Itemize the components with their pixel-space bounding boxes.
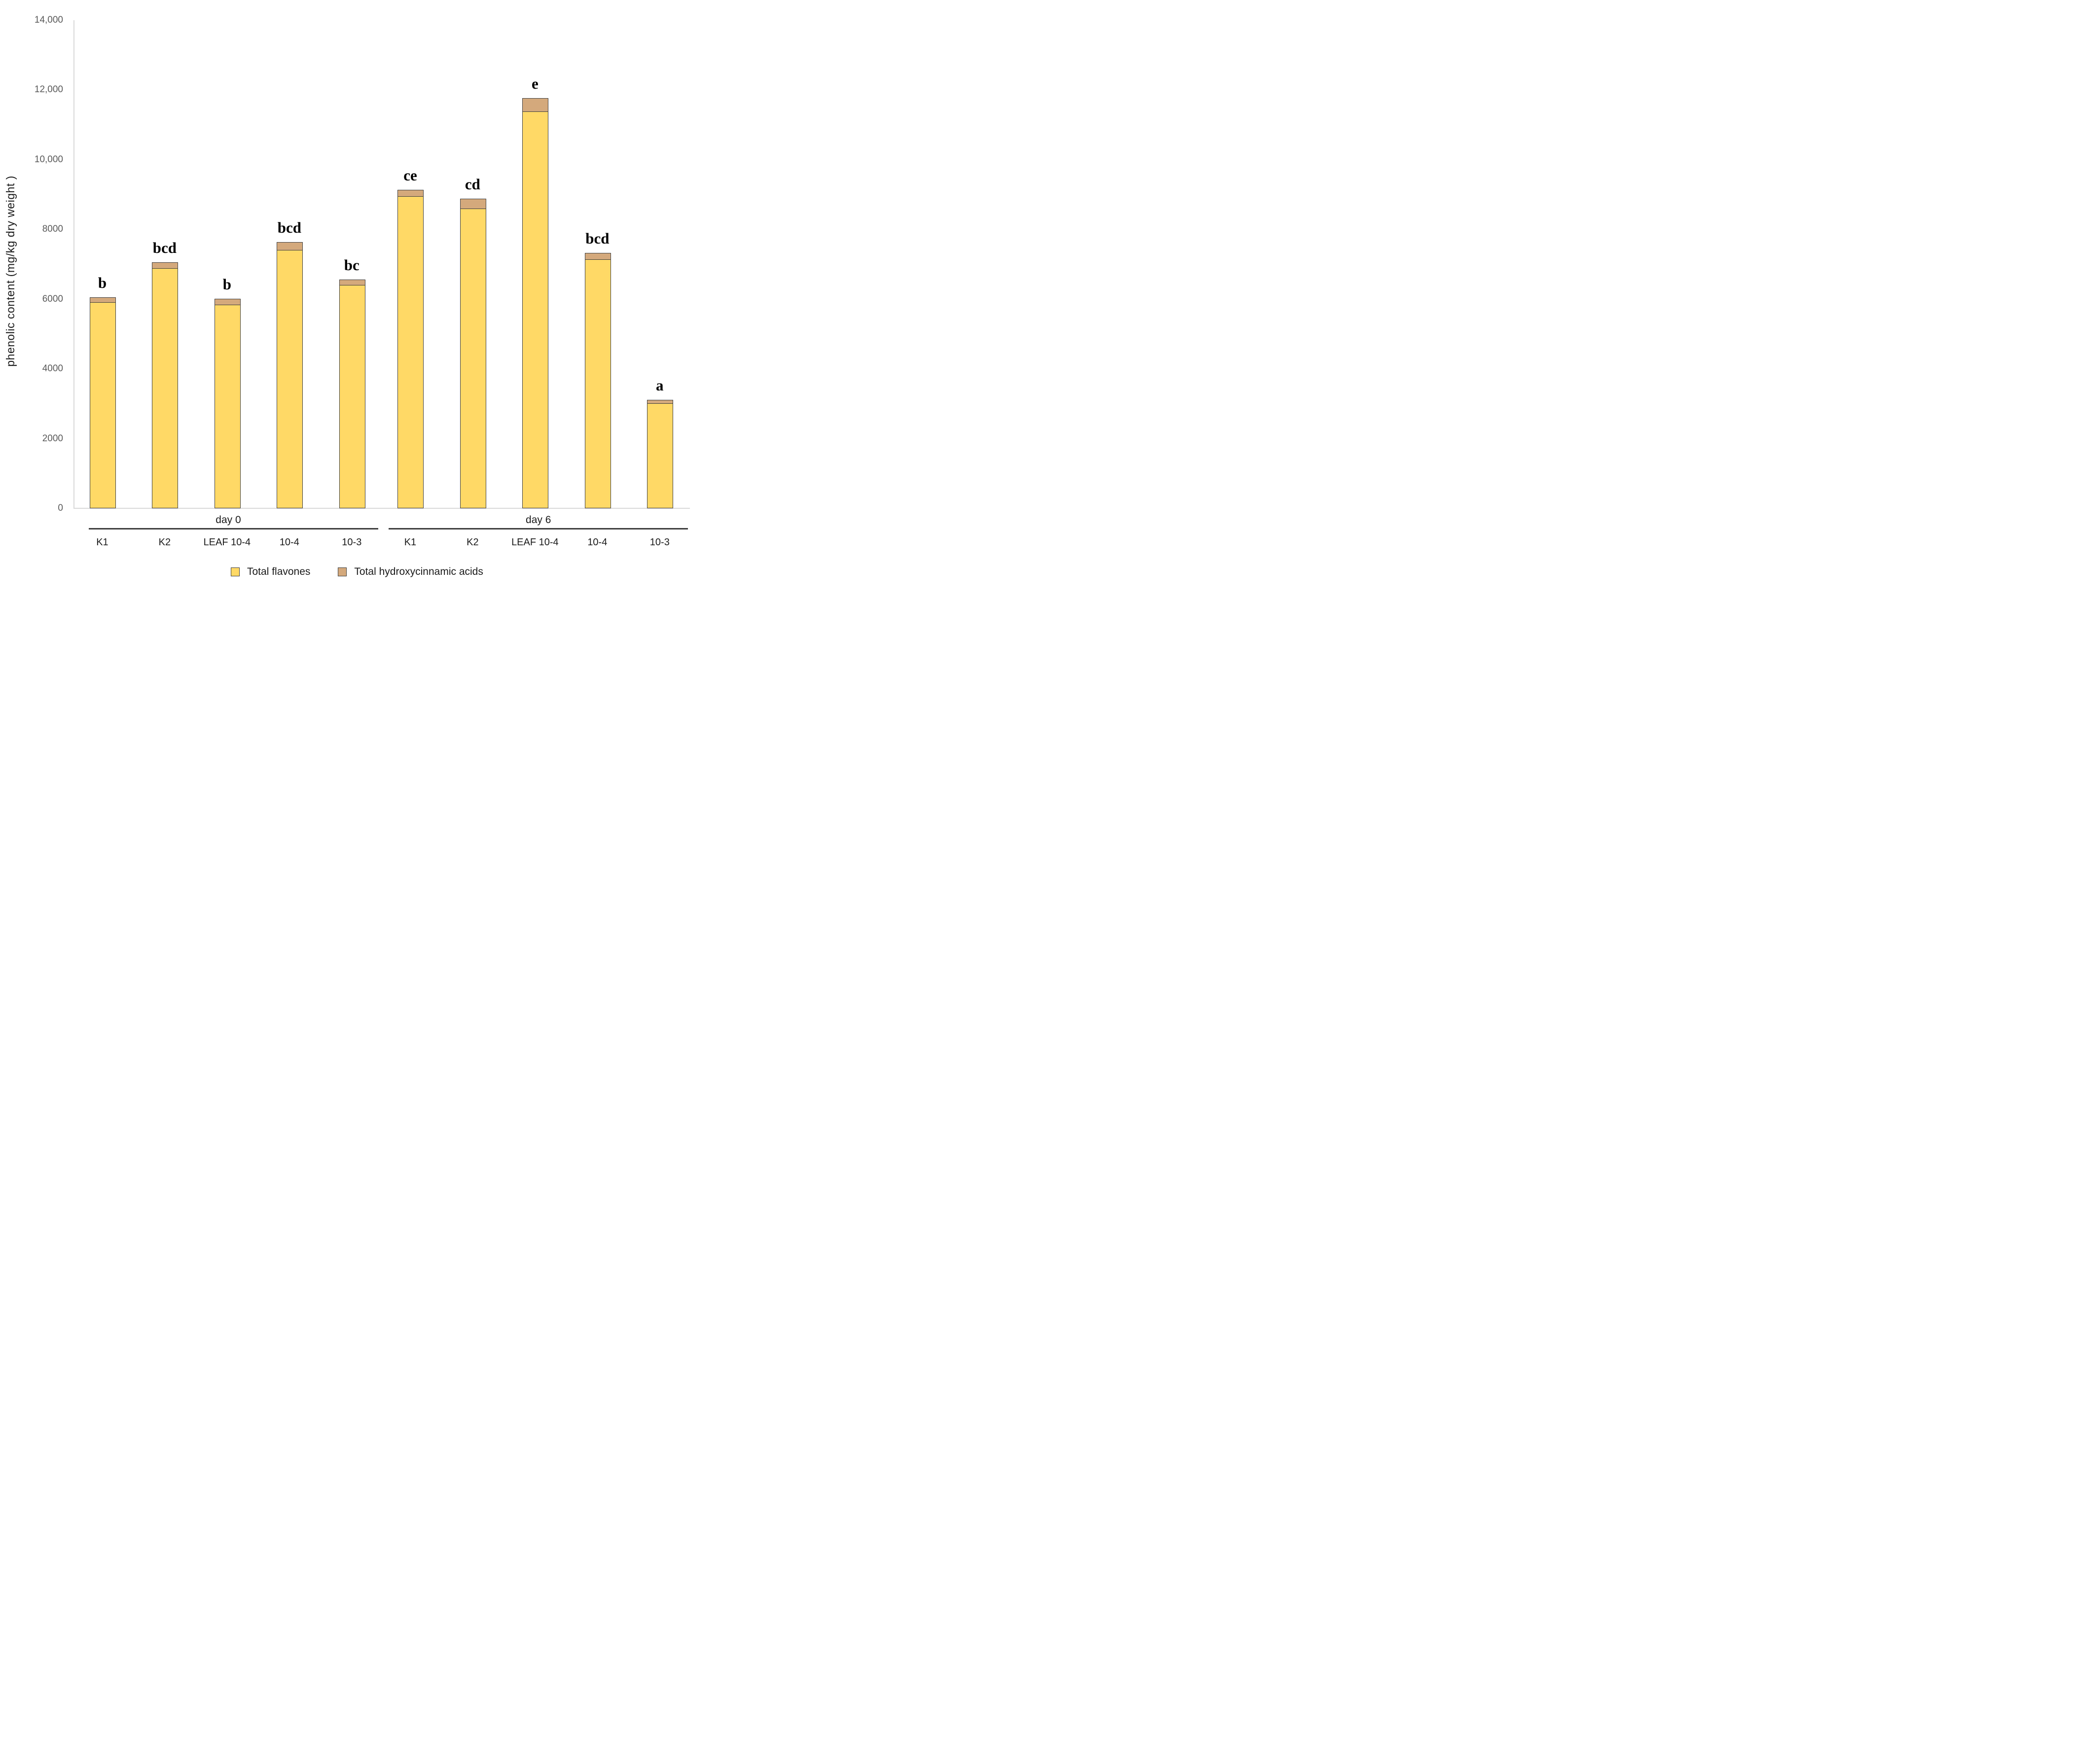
group-label: day 6	[526, 514, 551, 526]
bar	[522, 98, 549, 508]
y-tick-label: 14,000	[34, 15, 63, 25]
bar	[277, 242, 303, 508]
legend-label-flavones: Total flavones	[247, 566, 311, 577]
category-label: K1	[96, 537, 108, 548]
significance-letter: bcd	[152, 239, 177, 257]
legend-item-flavones: Total flavones	[231, 566, 310, 578]
y-axis-line	[73, 20, 74, 509]
category-label: K2	[467, 537, 479, 548]
legend-item-hca: Total hydroxycinnamic acids	[338, 566, 483, 578]
significance-letter: bcd	[277, 219, 301, 237]
y-tick-label: 10,000	[34, 154, 63, 165]
bar-hca-segment	[397, 189, 424, 197]
bar-hca-segment	[584, 252, 611, 260]
bar	[584, 252, 611, 508]
y-axis-title: phenolic content (mg/kg dry weight )	[4, 176, 17, 367]
y-tick-label: 0	[58, 503, 63, 513]
category-label: 10-3	[342, 537, 362, 548]
bar-flavones-segment	[214, 305, 241, 508]
legend-swatch-hca-icon	[338, 567, 347, 576]
y-tick-label: 4000	[42, 363, 63, 374]
category-label: LEAF 10-4	[203, 537, 251, 548]
bar	[647, 400, 674, 508]
bar-flavones-segment	[522, 111, 549, 508]
bar	[214, 299, 241, 508]
bar-flavones-segment	[584, 259, 611, 508]
bar-flavones-segment	[89, 303, 116, 508]
significance-letter: ce	[403, 166, 417, 184]
group-label: day 0	[216, 514, 241, 526]
category-label: 10-3	[649, 537, 670, 548]
bar	[397, 189, 424, 508]
bar	[460, 199, 486, 508]
bar-flavones-segment	[339, 285, 365, 508]
bar	[152, 262, 179, 508]
group-underline	[88, 528, 378, 529]
bar-hca-segment	[522, 98, 549, 112]
significance-letter: a	[656, 377, 664, 394]
x-axis-baseline	[73, 508, 690, 509]
significance-letter: e	[531, 75, 539, 93]
bar-hca-segment	[339, 280, 365, 285]
bar-hca-segment	[647, 400, 674, 404]
legend: Total flavones Total hydroxycinnamic aci…	[231, 566, 483, 578]
significance-letter: b	[98, 274, 107, 292]
y-tick-label: 12,000	[34, 84, 63, 95]
significance-letter: bcd	[585, 229, 610, 247]
bar-hca-segment	[214, 299, 241, 306]
bar-hca-segment	[277, 242, 303, 251]
legend-label-hca: Total hydroxycinnamic acids	[354, 566, 483, 577]
bar-hca-segment	[152, 262, 179, 269]
bar	[89, 297, 116, 508]
category-label: 10-4	[587, 537, 608, 548]
bar-flavones-segment	[647, 404, 674, 508]
chart-figure: phenolic content (mg/kg dry weight ) 0 20…	[0, 0, 695, 588]
category-label: 10-4	[279, 537, 299, 548]
category-label: K1	[404, 537, 417, 548]
category-label: K2	[158, 537, 171, 548]
bar	[339, 280, 365, 508]
bar-flavones-segment	[277, 250, 303, 508]
significance-letter: b	[222, 276, 231, 293]
bar-flavones-segment	[460, 209, 486, 508]
bar-hca-segment	[89, 297, 116, 303]
bar-flavones-segment	[152, 269, 179, 508]
bar-flavones-segment	[397, 196, 424, 508]
category-label: LEAF 10-4	[511, 537, 559, 548]
y-tick-label: 2000	[42, 433, 63, 444]
y-tick-label: 6000	[42, 293, 63, 304]
significance-letter: cd	[465, 176, 480, 193]
significance-letter: bc	[344, 256, 359, 274]
legend-swatch-flavones-icon	[231, 567, 240, 576]
group-underline	[389, 528, 688, 529]
bar-hca-segment	[460, 199, 486, 210]
y-tick-label: 8000	[42, 224, 63, 235]
